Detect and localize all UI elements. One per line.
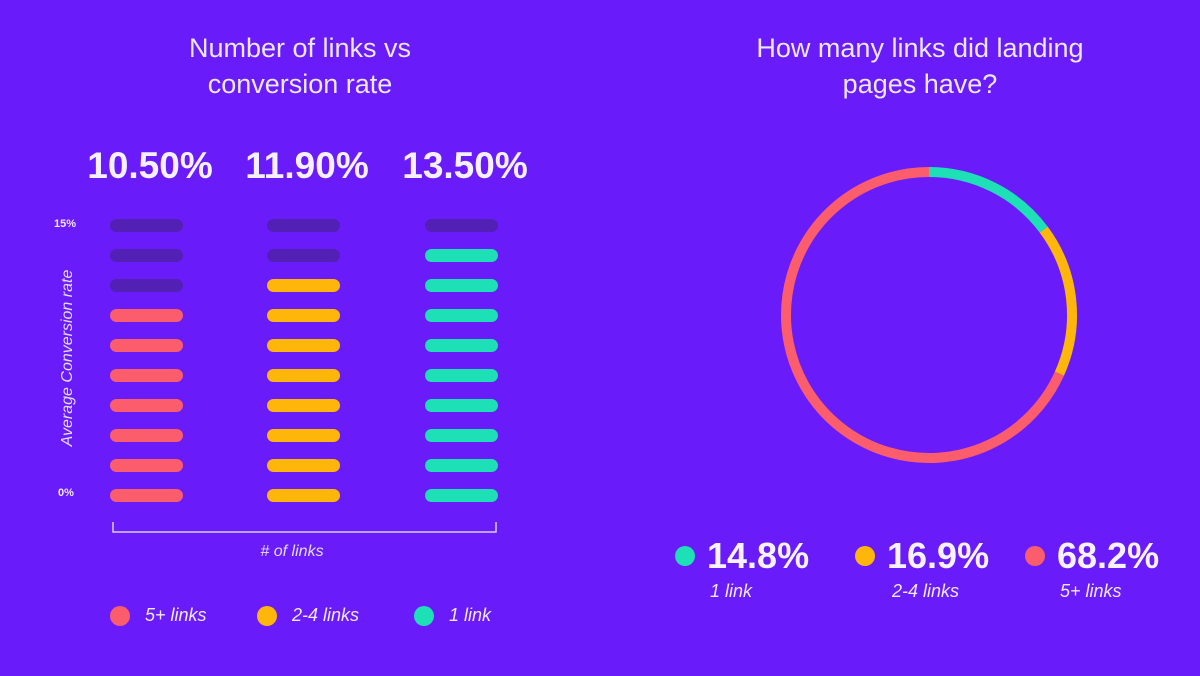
legend-item-2to4: 2-4 links <box>257 605 359 626</box>
bar-segment-1link-10 <box>425 219 498 232</box>
donut-chart-title: How many links did landing pages have? <box>700 30 1140 102</box>
bar-segment-2to4-8 <box>267 279 340 292</box>
legend-dot-yellow <box>257 605 277 626</box>
donut-legend-label-2to4: 2-4 links <box>892 581 960 601</box>
donut-legend-dot-yellow <box>855 546 875 566</box>
donut-legend-dot-teal <box>675 546 695 566</box>
donut-legend-pct-1link: 14.8% <box>707 535 810 576</box>
legend-item-5plus: 5+ links <box>110 605 207 626</box>
donut-slice-5plus <box>781 167 1064 463</box>
bar-segment-2to4-6 <box>267 339 340 352</box>
bar-segment-2to4-3 <box>267 429 340 442</box>
data-label-5plus: 10.50% <box>87 145 213 186</box>
donut-legend-label-1link: 1 link <box>710 581 753 601</box>
bar-segment-5plus-6 <box>110 339 183 352</box>
donut-legend-label-5plus: 5+ links <box>1060 581 1122 601</box>
y-tick-top: 15% <box>54 218 77 230</box>
legend-label-2to4: 2-4 links <box>292 605 360 625</box>
x-axis-label: # of links <box>260 543 324 560</box>
bar-segment-1link-6 <box>425 339 498 352</box>
bar-segment-5plus-4 <box>110 399 183 412</box>
bar-segment-5plus-8 <box>110 279 183 292</box>
bar-segment-1link-9 <box>425 249 498 262</box>
legend-dot-teal <box>414 605 434 626</box>
bar-segment-1link-2 <box>425 459 498 472</box>
donut-legend-pct-5plus: 68.2% <box>1057 535 1160 576</box>
x-axis-bracket <box>112 522 497 533</box>
bar-segment-2to4-1 <box>267 489 340 502</box>
donut-legend-1link: 14.8% 1 link <box>675 535 845 602</box>
bar-segment-2to4-7 <box>267 309 340 322</box>
bar-segment-5plus-7 <box>110 309 183 322</box>
bar-segment-2to4-4 <box>267 399 340 412</box>
bar-segment-2to4-10 <box>267 219 340 232</box>
bar-segment-1link-1 <box>425 489 498 502</box>
donut-legend-dot-red <box>1025 546 1045 566</box>
bar-chart-title-line-2: conversion rate <box>207 69 393 99</box>
legend-label-1link: 1 link <box>449 605 492 625</box>
donut-legend-5plus: 68.2% 5+ links <box>1025 535 1195 602</box>
bar-segment-1link-4 <box>425 399 498 412</box>
donut-slice-1link <box>928 167 1048 233</box>
data-label-1link: 13.50% <box>402 145 528 186</box>
bar-segment-5plus-2 <box>110 459 183 472</box>
bar-segment-1link-7 <box>425 309 498 322</box>
donut-slices <box>781 167 1077 463</box>
donut-slice-2to4 <box>1039 226 1077 376</box>
bar-segment-1link-5 <box>425 369 498 382</box>
bar-chart-title-line-1: Number of links vs <box>188 33 412 63</box>
bar-segment-5plus-1 <box>110 489 183 502</box>
donut-chart-title-line-1: How many links did landing <box>756 33 1084 63</box>
bar-segment-5plus-3 <box>110 429 183 442</box>
bar-segment-2to4-5 <box>267 369 340 382</box>
donut-legend-2to4: 16.9% 2-4 links <box>855 535 1025 602</box>
bar-segment-5plus-10 <box>110 219 183 232</box>
data-label-2to4: 11.90% <box>245 145 369 186</box>
bar-chart-title: Number of links vs conversion rate <box>120 30 480 102</box>
bar-segment-1link-3 <box>425 429 498 442</box>
donut-legend-pct-2to4: 16.9% <box>887 535 990 576</box>
bar-segments <box>110 219 498 502</box>
bar-segment-1link-8 <box>425 279 498 292</box>
bar-segment-2to4-9 <box>267 249 340 262</box>
legend-item-1link: 1 link <box>414 605 491 626</box>
donut-chart-title-line-2: pages have? <box>842 69 998 99</box>
y-tick-bottom: 0% <box>58 487 74 499</box>
legend-label-5plus: 5+ links <box>145 605 207 625</box>
legend-dot-red <box>110 605 130 626</box>
bar-segment-2to4-2 <box>267 459 340 472</box>
bar-segment-5plus-9 <box>110 249 183 262</box>
bar-segment-5plus-5 <box>110 369 183 382</box>
